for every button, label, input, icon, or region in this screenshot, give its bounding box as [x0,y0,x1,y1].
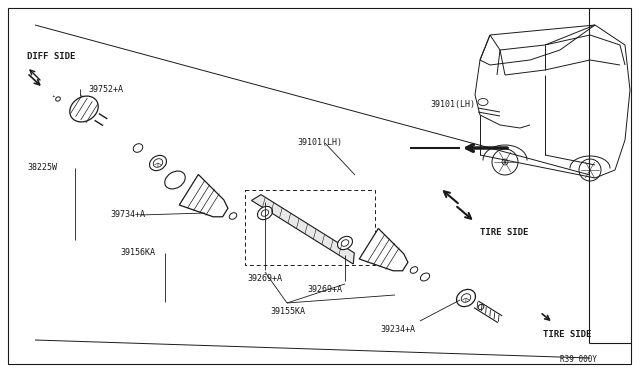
Ellipse shape [478,99,488,106]
Text: 39269+A: 39269+A [307,285,342,294]
Text: R39 000Y: R39 000Y [560,355,597,364]
Text: 39752+A: 39752+A [88,85,123,94]
Text: TIRE SIDE: TIRE SIDE [543,330,591,339]
Ellipse shape [70,96,98,122]
Circle shape [579,159,601,181]
Bar [245,190,375,265]
Text: 39101(LH): 39101(LH) [430,100,475,109]
Text: 39234+A: 39234+A [380,325,415,334]
Text: DIFF SIDE: DIFF SIDE [27,52,76,61]
Polygon shape [359,228,408,271]
Ellipse shape [257,206,273,219]
Text: 39734+A: 39734+A [110,210,145,219]
Text: 39101(LH): 39101(LH) [297,138,342,147]
Ellipse shape [164,171,185,189]
Text: 38225W: 38225W [27,163,57,172]
Circle shape [492,149,518,175]
Ellipse shape [456,289,476,307]
Text: TIRE SIDE: TIRE SIDE [480,228,529,237]
Text: 39269+A: 39269+A [247,274,282,283]
Ellipse shape [150,155,166,171]
Polygon shape [252,195,355,264]
Polygon shape [179,174,228,217]
Text: 39156KA: 39156KA [120,248,155,257]
Text: 39155KA: 39155KA [270,307,305,316]
Ellipse shape [337,236,353,250]
Circle shape [502,159,508,165]
